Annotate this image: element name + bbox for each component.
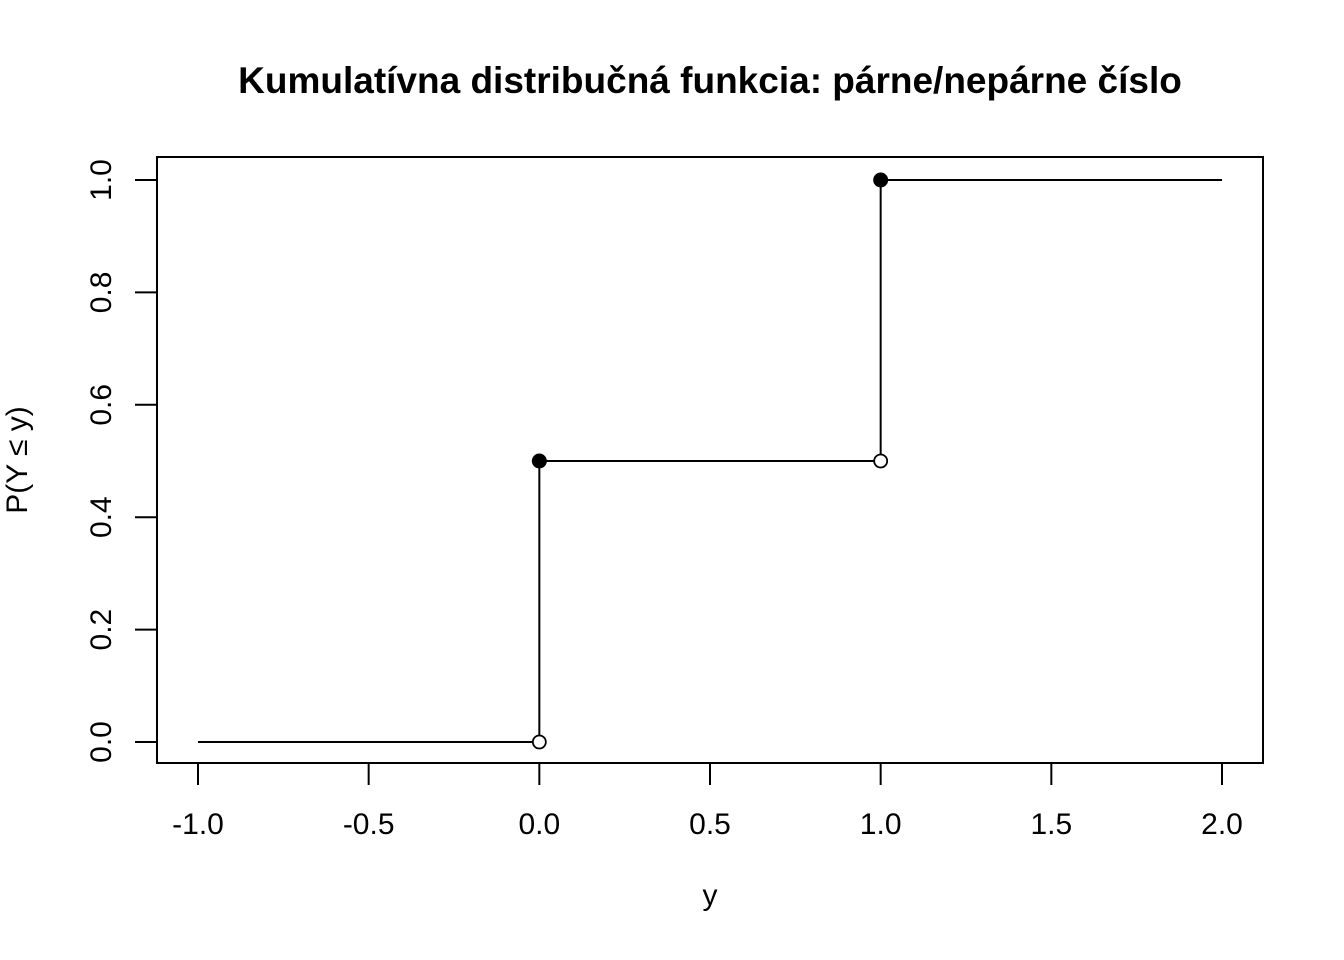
chart-title: Kumulatívna distribučná funkcia: párne/n… [238, 60, 1182, 101]
y-tick-label: 0.8 [85, 272, 118, 314]
y-axis: 0.0 0.2 0.4 0.6 0.8 1.0 [85, 159, 158, 763]
cdf-closed-point [873, 172, 889, 188]
x-tick-label: 1.0 [860, 808, 902, 841]
y-tick-label: 0.6 [85, 384, 118, 426]
x-axis-label: y [703, 879, 718, 912]
cdf-open-point [873, 453, 889, 469]
cdf-closed-point [531, 453, 547, 469]
cdf-open-point [531, 734, 547, 750]
y-tick-label: 1.0 [85, 159, 118, 201]
y-tick-label: 0.4 [85, 496, 118, 538]
x-tick-label: 2.0 [1201, 808, 1243, 841]
y-axis-label: P(Y ≤ y) [1, 406, 34, 514]
cdf-series [198, 172, 1222, 750]
x-tick-label: 0.5 [689, 808, 731, 841]
y-tick-label: 0.0 [85, 721, 118, 763]
x-tick-label: 0.0 [518, 808, 560, 841]
y-tick-label: 0.2 [85, 609, 118, 651]
x-tick-label: -0.5 [343, 808, 395, 841]
x-axis: -1.0 -0.5 0.0 0.5 1.0 1.5 2.0 [172, 762, 1243, 841]
x-tick-label: -1.0 [172, 808, 224, 841]
x-tick-label: 1.5 [1030, 808, 1072, 841]
